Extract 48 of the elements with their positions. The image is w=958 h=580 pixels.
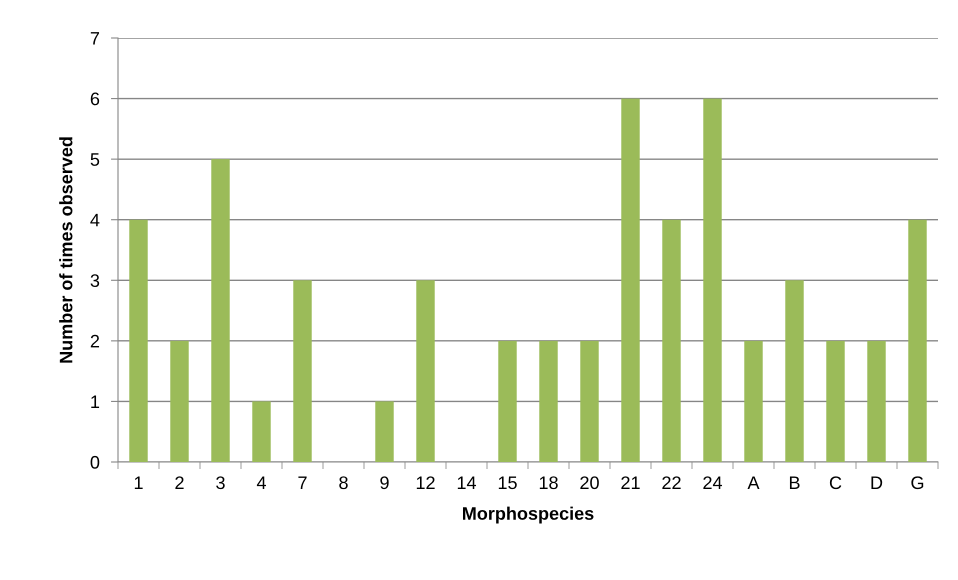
bar [621,98,640,462]
x-tick-label: 15 [498,476,517,490]
x-tick-label: D [871,476,882,489]
x-tick-label: B [790,476,800,489]
bar [785,280,804,462]
x-tick-label: 20 [580,476,599,490]
bar [908,220,927,462]
bar [252,401,271,462]
bar [867,340,886,462]
bar [703,98,722,462]
x-tick-label: 4 [256,476,266,489]
y-tick-label: 6 [90,92,100,106]
x-tick-label: G [911,476,924,490]
x-tick-label: 22 [662,476,681,489]
y-tick-label: 4 [90,214,100,226]
y-axis-title: Number of times observed [59,137,72,363]
y-tick-label: 5 [90,153,100,166]
x-tick-label: 1 [134,476,143,489]
bar [416,280,435,462]
x-tick-label: 18 [540,476,558,490]
bar [129,220,148,462]
y-tick-label: 1 [91,396,100,408]
y-tick-label: 3 [90,274,100,288]
bar [375,401,394,462]
x-tick-label: 2 [175,476,184,489]
x-tick-label: 24 [703,476,722,489]
bar [211,159,230,462]
x-tick-label: 12 [416,476,435,489]
x-tick-label: 8 [339,476,348,490]
y-tick-label: 2 [90,334,100,348]
y-tick-label: 7 [90,32,100,45]
x-tick-label: C [830,476,842,490]
bar [826,340,845,462]
bar [580,340,599,462]
x-tick-label: 21 [621,476,640,489]
x-axis-title: Morphospecies [462,506,594,524]
x-tick-label: 14 [458,476,476,489]
bar [539,340,558,462]
x-tick-label: 3 [216,476,225,490]
bar [498,340,517,462]
bar [662,220,681,462]
x-tick-label: A [748,476,760,489]
y-tick-label: 0 [90,456,100,469]
x-tick-label: 9 [380,476,389,490]
bar [744,340,763,462]
bar [170,340,189,462]
bar [293,280,312,462]
x-tick-label: 7 [298,476,307,489]
